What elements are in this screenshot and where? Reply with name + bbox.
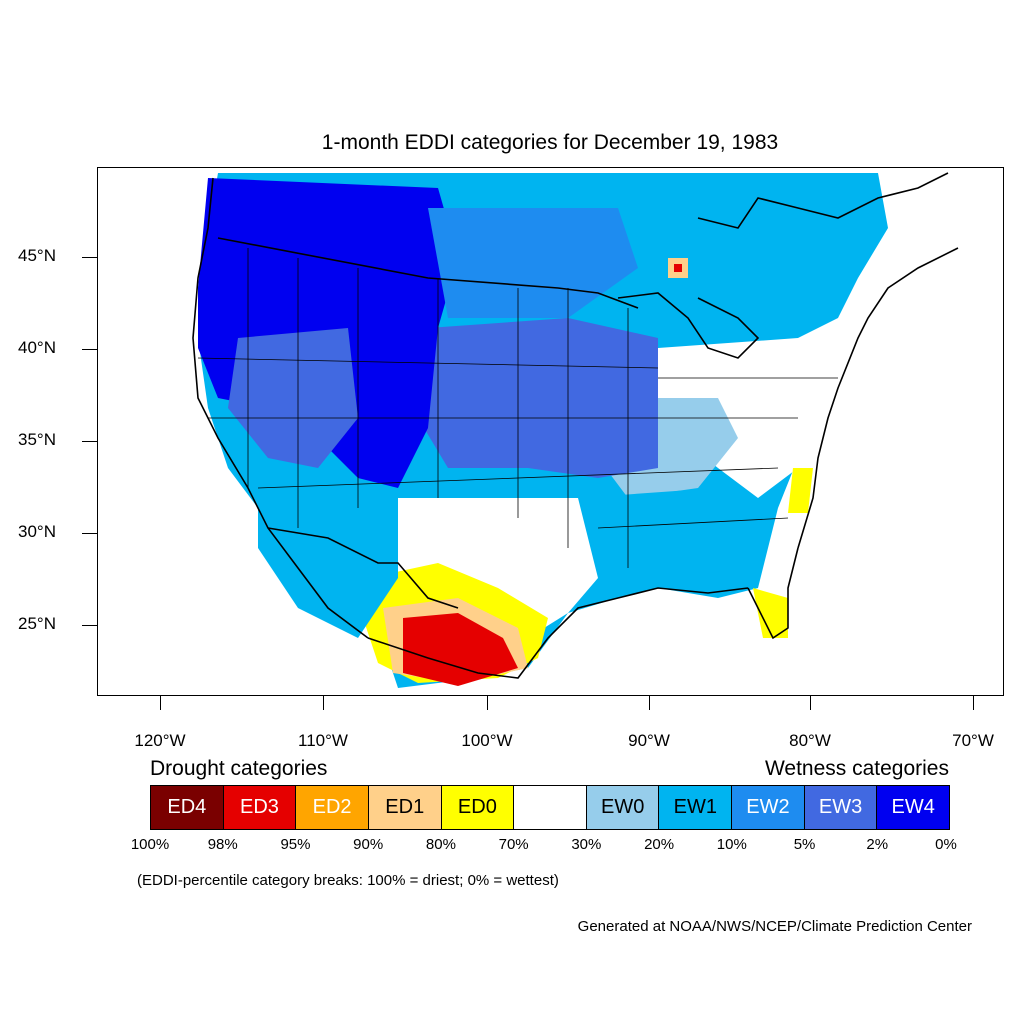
lon-label: 70°W bbox=[952, 731, 994, 750]
lon-label: 110°W bbox=[298, 731, 348, 750]
legend-break-label: 70% bbox=[498, 836, 529, 853]
legend-swatch: ED2 bbox=[296, 786, 369, 829]
legend-break-label: 20% bbox=[644, 836, 675, 853]
region-southeast bbox=[568, 488, 758, 588]
lon-tick bbox=[323, 696, 324, 710]
map-panel bbox=[97, 167, 1004, 696]
drought-heading: Drought categories bbox=[150, 757, 328, 780]
region-north-central bbox=[428, 208, 638, 318]
region-mexico-ed3 bbox=[403, 613, 518, 686]
lat-label: 40°N bbox=[18, 338, 56, 357]
legend-break-label: 90% bbox=[353, 836, 384, 853]
region-great-basin bbox=[228, 328, 358, 468]
legend-swatch: EW1 bbox=[659, 786, 733, 829]
lon-tick bbox=[810, 696, 811, 710]
lon-label: 80°W bbox=[789, 731, 831, 750]
lat-label: 25°N bbox=[18, 614, 56, 633]
legend-swatch bbox=[514, 786, 587, 829]
lon-label: 100°W bbox=[461, 731, 513, 750]
coastline-west bbox=[192, 177, 369, 639]
credit-line: Generated at NOAA/NWS/NCEP/Climate Predi… bbox=[577, 918, 972, 935]
legend-swatch: EW3 bbox=[804, 786, 878, 829]
state-lines bbox=[197, 248, 838, 568]
lat-label: 30°N bbox=[18, 522, 56, 541]
category-note: (EDDI-percentile category breaks: 100% =… bbox=[137, 872, 559, 889]
region-southwest bbox=[258, 488, 398, 638]
lat-label: 45°N bbox=[18, 246, 56, 265]
legend-break-label: 98% bbox=[207, 836, 238, 853]
lon-tick bbox=[973, 696, 974, 710]
legend-swatch: EW0 bbox=[586, 786, 660, 829]
coastline-east bbox=[797, 247, 959, 549]
lat-tick bbox=[82, 349, 97, 350]
legend-bar: ED4 ED3 ED2 ED1 ED0 EW0 EW1 EW2 EW3 EW4 bbox=[150, 785, 950, 830]
eddi-map bbox=[192, 172, 959, 688]
legend-break-label: 10% bbox=[716, 836, 747, 853]
region-michigan-ed3 bbox=[674, 264, 682, 272]
region-florida-ed0 bbox=[753, 588, 788, 638]
legend-swatch: ED3 bbox=[223, 786, 297, 829]
lon-tick bbox=[487, 696, 488, 710]
region-great-plains bbox=[418, 318, 658, 478]
map-title: 1-month EDDI categories for December 19,… bbox=[321, 131, 779, 154]
lat-tick bbox=[82, 257, 97, 258]
legend-break-label: 2% bbox=[866, 836, 889, 853]
us-canada-border bbox=[217, 237, 639, 309]
lat-label: 35°N bbox=[18, 430, 56, 449]
lon-label: 120°W bbox=[134, 731, 186, 750]
legend-break-label: 80% bbox=[425, 836, 456, 853]
legend-swatch: ED0 bbox=[441, 786, 515, 829]
legend-break-label: 95% bbox=[280, 836, 311, 853]
region-texas-white bbox=[378, 498, 598, 638]
coastline-gulf bbox=[367, 587, 749, 679]
legend-swatch: EW4 bbox=[877, 786, 950, 829]
legend-break-label: 100% bbox=[130, 836, 170, 853]
us-mexico-border bbox=[267, 527, 459, 609]
region-carolina-ed0 bbox=[788, 468, 813, 513]
legend-swatch: EW2 bbox=[732, 786, 805, 829]
boundary-layer bbox=[192, 172, 959, 679]
legend-break-label: 30% bbox=[571, 836, 602, 853]
wetness-heading: Wetness categories bbox=[764, 757, 949, 780]
lon-tick bbox=[649, 696, 650, 710]
great-lakes bbox=[617, 292, 760, 359]
lon-tick bbox=[160, 696, 161, 710]
legend-swatch: ED1 bbox=[368, 786, 442, 829]
lon-label: 90°W bbox=[628, 731, 670, 750]
lat-tick bbox=[82, 625, 97, 626]
legend-break-label: 0% bbox=[935, 836, 957, 853]
lat-tick bbox=[82, 533, 97, 534]
canada-coast-north bbox=[697, 172, 949, 229]
category-fill-layer bbox=[198, 173, 888, 688]
coastline-florida bbox=[747, 547, 799, 640]
lat-tick bbox=[82, 441, 97, 442]
legend-break-label: 5% bbox=[793, 836, 816, 853]
legend-swatch: ED4 bbox=[151, 786, 224, 829]
